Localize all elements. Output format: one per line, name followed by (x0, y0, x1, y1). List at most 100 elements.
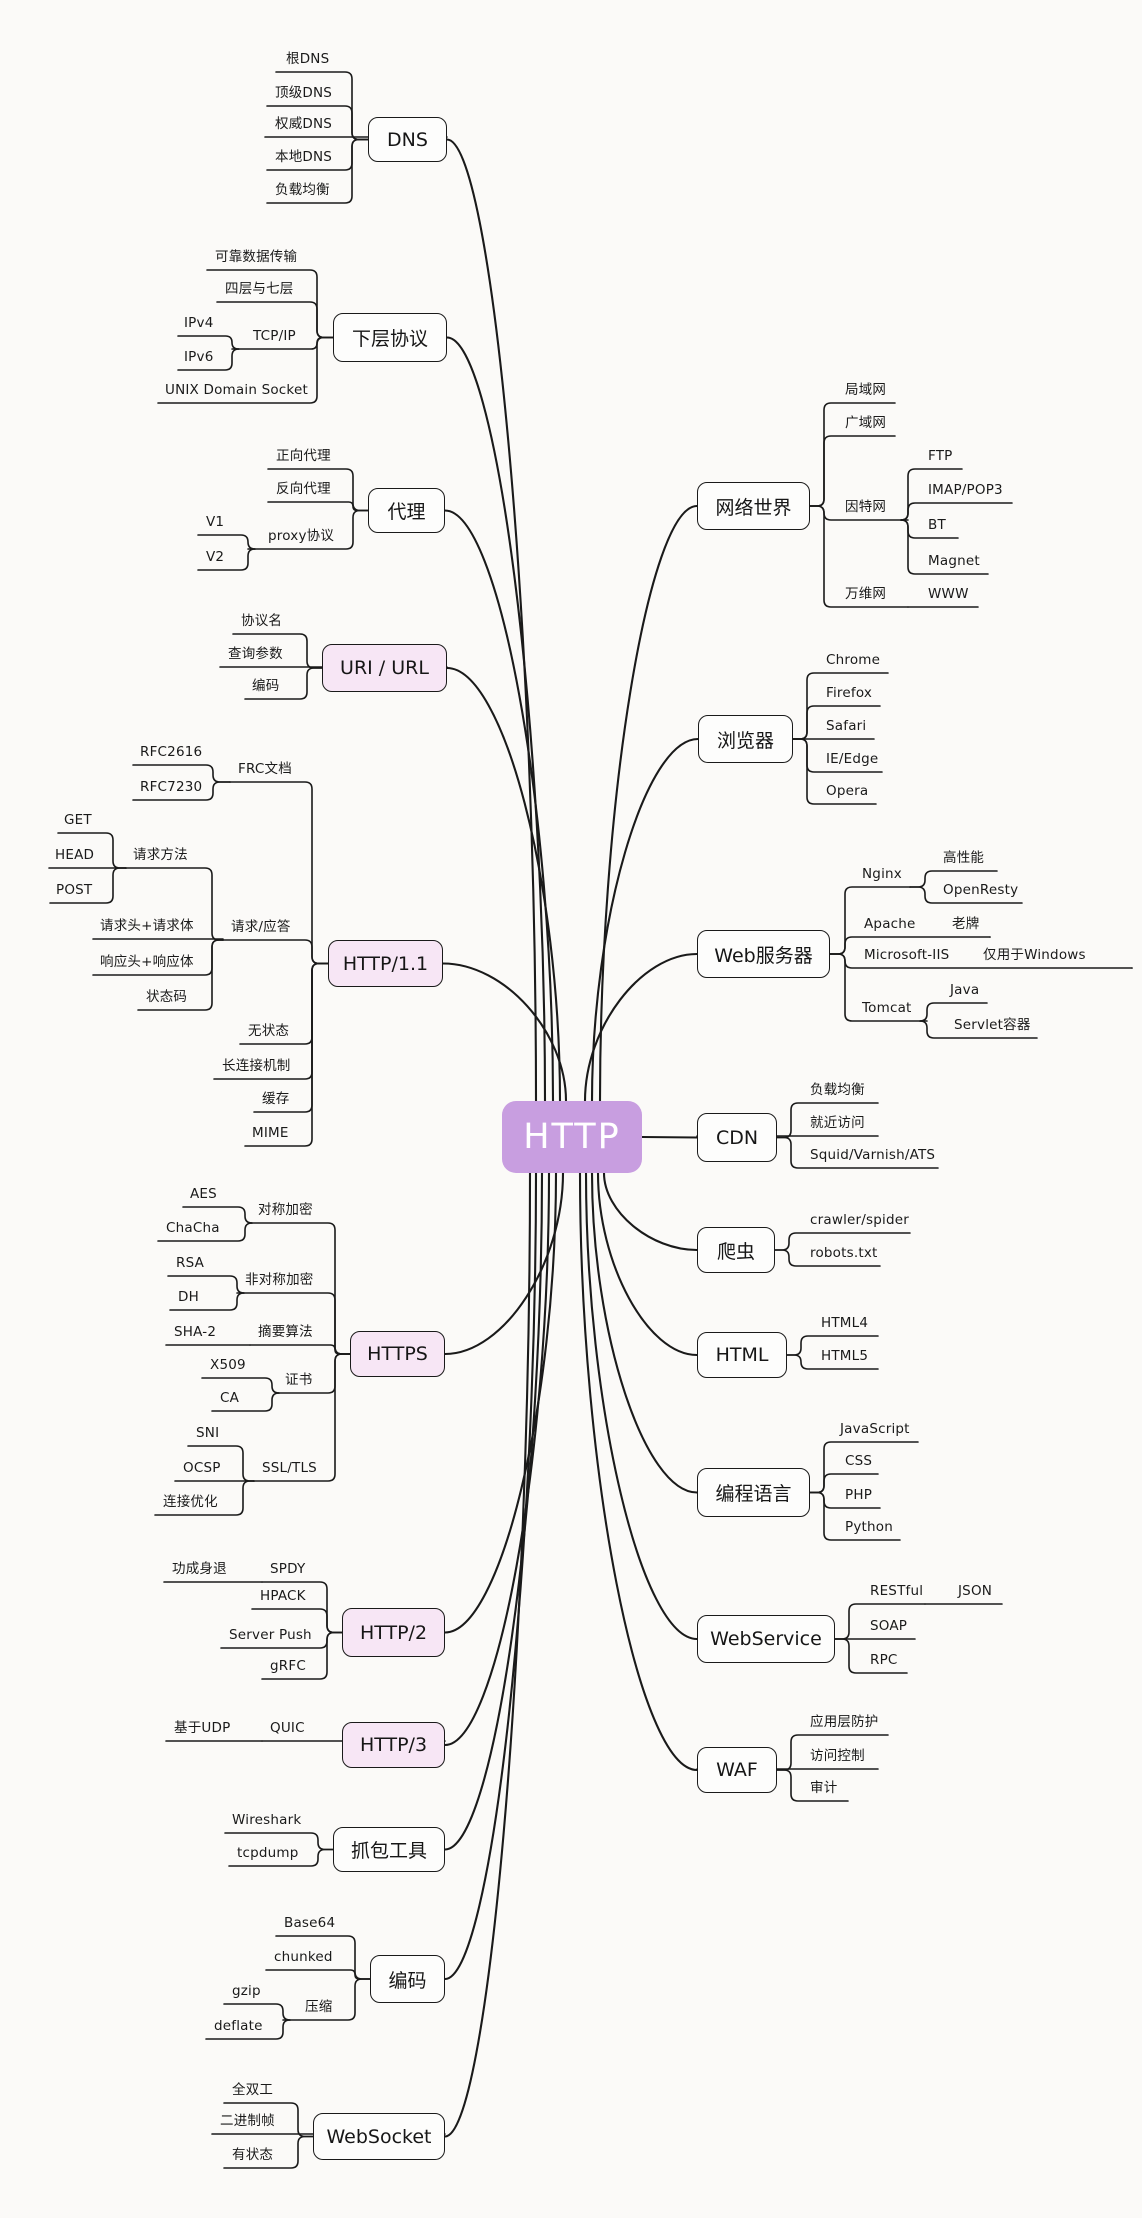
leaf-item[interactable]: 访问控制 (810, 1748, 865, 1764)
leaf-item[interactable]: SPDY (270, 1561, 306, 1577)
leaf-item[interactable]: AES (190, 1186, 217, 1202)
leaf-item[interactable]: 负载均衡 (275, 182, 330, 198)
leaf-item[interactable]: V1 (206, 514, 225, 530)
leaf-item[interactable]: 顶级DNS (275, 85, 333, 101)
node-html[interactable]: HTML (697, 1332, 787, 1378)
leaf-item[interactable]: Tomcat (862, 1000, 912, 1016)
leaf-item[interactable]: BT (928, 517, 946, 533)
leaf-item[interactable]: GET (64, 812, 92, 828)
leaf-item[interactable]: 全双工 (232, 2082, 274, 2098)
leaf-item[interactable]: 请求头+请求体 (100, 918, 194, 934)
node-webservice[interactable]: WebService (697, 1615, 835, 1663)
leaf-item[interactable]: 有状态 (232, 2147, 274, 2163)
leaf-item[interactable]: HPACK (260, 1588, 306, 1604)
leaf-item[interactable]: 基于UDP (174, 1720, 231, 1736)
leaf-item[interactable]: Opera (826, 783, 869, 799)
leaf-item[interactable]: deflate (214, 2018, 263, 2034)
leaf-item[interactable]: 应用层防护 (810, 1714, 879, 1730)
leaf-item[interactable]: 无状态 (248, 1023, 290, 1039)
leaf-item[interactable]: Python (845, 1519, 893, 1535)
leaf-item[interactable]: 万维网 (845, 586, 887, 602)
leaf-item[interactable]: chunked (274, 1949, 333, 1965)
node-websocket[interactable]: WebSocket (313, 2113, 445, 2160)
leaf-item[interactable]: Chrome (826, 652, 881, 668)
leaf-item[interactable]: Server Push (229, 1627, 312, 1643)
node-lower-protocols[interactable]: 下层协议 (333, 313, 447, 362)
leaf-item[interactable]: 因特网 (845, 499, 887, 515)
leaf-item[interactable]: 长连接机制 (222, 1058, 291, 1074)
leaf-item[interactable]: 摘要算法 (258, 1324, 313, 1340)
leaf-item[interactable]: FRC文档 (238, 761, 292, 777)
leaf-item[interactable]: V2 (206, 549, 225, 565)
node-http2[interactable]: HTTP/2 (342, 1608, 445, 1657)
leaf-item[interactable]: IMAP/POP3 (928, 482, 1003, 498)
node-web-servers[interactable]: Web服务器 (697, 930, 830, 978)
leaf-item[interactable]: 响应头+响应体 (100, 954, 194, 970)
leaf-item[interactable]: 根DNS (286, 51, 330, 67)
node-dns[interactable]: DNS (368, 117, 447, 162)
leaf-item[interactable]: QUIC (270, 1720, 305, 1736)
leaf-item[interactable]: 证书 (285, 1372, 313, 1388)
leaf-item[interactable]: Servlet容器 (954, 1017, 1031, 1033)
leaf-item[interactable]: 负载均衡 (810, 1082, 865, 1098)
leaf-item[interactable]: gRFC (270, 1658, 306, 1674)
leaf-item[interactable]: CA (220, 1390, 240, 1406)
leaf-item[interactable]: SOAP (870, 1618, 908, 1634)
leaf-item[interactable]: SSL/TLS (262, 1460, 317, 1476)
leaf-item[interactable]: JavaScript (840, 1421, 910, 1437)
node-capture-tools[interactable]: 抓包工具 (333, 1827, 445, 1872)
leaf-item[interactable]: 对称加密 (258, 1202, 313, 1218)
leaf-item[interactable]: tcpdump (237, 1845, 299, 1861)
leaf-item[interactable]: Microsoft-IIS (864, 947, 950, 963)
leaf-item[interactable]: HTML5 (821, 1348, 869, 1364)
node-http3[interactable]: HTTP/3 (342, 1722, 445, 1768)
leaf-item[interactable]: 连接优化 (163, 1494, 218, 1510)
leaf-item[interactable]: IPv6 (184, 349, 214, 365)
leaf-item[interactable]: RFC7230 (140, 779, 203, 795)
leaf-item[interactable]: 局域网 (845, 382, 887, 398)
leaf-item[interactable]: ChaCha (166, 1220, 220, 1236)
center-node-http[interactable]: HTTP (502, 1101, 642, 1173)
leaf-item[interactable]: 高性能 (943, 850, 985, 866)
leaf-item[interactable]: 老牌 (952, 916, 980, 932)
leaf-item[interactable]: Magnet (928, 553, 980, 569)
leaf-item[interactable]: 非对称加密 (245, 1272, 314, 1288)
node-proxy[interactable]: 代理 (368, 488, 445, 533)
leaf-item[interactable]: RPC (870, 1652, 898, 1668)
leaf-item[interactable]: 广域网 (845, 415, 887, 431)
leaf-item[interactable]: 审计 (810, 1780, 838, 1796)
leaf-item[interactable]: proxy协议 (268, 528, 335, 544)
leaf-item[interactable]: 权威DNS (275, 116, 333, 132)
leaf-item[interactable]: 请求/应答 (231, 919, 291, 935)
leaf-item[interactable]: 就近访问 (810, 1115, 865, 1131)
leaf-item[interactable]: OpenResty (943, 882, 1019, 898)
node-crawler[interactable]: 爬虫 (697, 1227, 775, 1273)
node-uri-url[interactable]: URI / URL (322, 644, 447, 692)
node-http11[interactable]: HTTP/1.1 (328, 940, 443, 987)
leaf-item[interactable]: 二进制帧 (220, 2113, 275, 2129)
leaf-item[interactable]: 状态码 (146, 989, 188, 1005)
leaf-item[interactable]: 查询参数 (228, 646, 283, 662)
leaf-item[interactable]: JSON (958, 1583, 993, 1599)
leaf-item[interactable]: SNI (196, 1425, 220, 1441)
node-waf[interactable]: WAF (697, 1747, 777, 1793)
leaf-item[interactable]: crawler/spider (810, 1212, 910, 1228)
leaf-item[interactable]: FTP (928, 448, 953, 464)
leaf-item[interactable]: OCSP (183, 1460, 221, 1476)
leaf-item[interactable]: SHA-2 (174, 1324, 217, 1340)
leaf-item[interactable]: X509 (210, 1357, 246, 1373)
leaf-item[interactable]: HTML4 (821, 1315, 869, 1331)
leaf-item[interactable]: Squid/Varnish/ATS (810, 1147, 936, 1163)
leaf-item[interactable]: 正向代理 (276, 448, 331, 464)
leaf-item[interactable]: Apache (864, 916, 916, 932)
leaf-item[interactable]: UNIX Domain Socket (165, 382, 308, 398)
leaf-item[interactable]: HEAD (55, 847, 95, 863)
leaf-item[interactable]: Safari (826, 718, 867, 734)
leaf-item[interactable]: TCP/IP (253, 328, 296, 344)
leaf-item[interactable]: Wireshark (232, 1812, 302, 1828)
leaf-item[interactable]: 缓存 (262, 1091, 290, 1107)
leaf-item[interactable]: gzip (232, 1983, 261, 1999)
leaf-item[interactable]: MIME (252, 1125, 289, 1141)
leaf-item[interactable]: 编码 (252, 678, 280, 694)
leaf-item[interactable]: 可靠数据传输 (215, 249, 298, 265)
